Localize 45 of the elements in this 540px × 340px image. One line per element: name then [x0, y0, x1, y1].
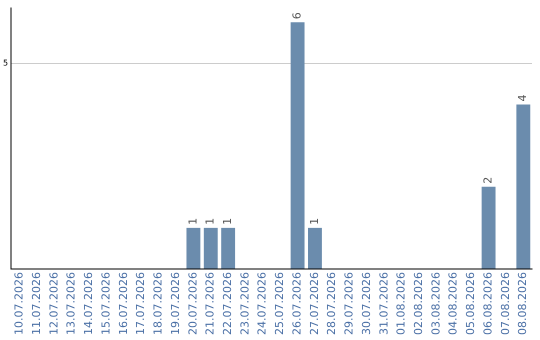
data-label: 6: [290, 12, 304, 20]
x-tick-label: 02.08.2026: [412, 272, 425, 336]
x-tick-label: 20.07.2026: [186, 272, 200, 336]
x-tick-label: 22.07.2026: [220, 272, 234, 336]
x-tick-label: 11.07.2026: [30, 272, 43, 336]
data-label: 1: [308, 218, 321, 225]
x-tick-label: 24.07.2026: [256, 272, 269, 336]
x-tick-label: 03.08.2026: [429, 272, 442, 336]
data-label: 2: [481, 176, 494, 184]
x-tick-label: 14.07.2026: [82, 272, 96, 336]
x-tick-label: 27.07.2026: [308, 272, 321, 336]
data-label: 1: [204, 218, 217, 225]
x-tick-label: 08.08.2026: [516, 272, 530, 336]
bar: [516, 104, 530, 269]
x-tick-label: 05.08.2026: [464, 272, 478, 336]
x-tick-label: 31.07.2026: [377, 272, 390, 336]
x-tick-label: 19.07.2026: [168, 272, 182, 336]
x-tick-label: 10.07.2026: [12, 272, 26, 336]
bar: [290, 22, 305, 269]
x-tick-label: 13.07.2026: [64, 272, 78, 336]
x-tick-label: 18.07.2026: [152, 272, 165, 336]
x-tick-label: 06.08.2026: [481, 272, 494, 336]
x-tick-label: 25.07.2026: [273, 272, 286, 336]
bar: [221, 228, 236, 269]
x-tick-label: 30.07.2026: [360, 272, 373, 336]
x-tick-label: 21.07.2026: [204, 272, 217, 336]
x-tick-label: 17.07.2026: [134, 272, 148, 336]
x-tick-label: 16.07.2026: [116, 272, 130, 336]
x-tick-label: 26.07.2026: [290, 272, 304, 336]
bar: [308, 228, 322, 269]
x-tick-label: 15.07.2026: [99, 272, 112, 336]
x-tick-label: 29.07.2026: [342, 272, 356, 336]
x-tick-label: 12.07.2026: [47, 272, 60, 336]
bar: [204, 228, 218, 269]
data-label: 1: [186, 218, 200, 225]
x-tick-label: 01.08.2026: [394, 272, 408, 336]
x-tick-label: 04.08.2026: [446, 272, 460, 336]
y-tick-label: 5: [2, 58, 8, 68]
data-label: 4: [516, 94, 530, 102]
bar: [186, 228, 200, 269]
data-label: 1: [220, 218, 234, 225]
bar: [482, 186, 496, 269]
x-tick-label: 28.07.2026: [325, 272, 338, 336]
x-tick-label: 23.07.2026: [238, 272, 252, 336]
x-tick-label: 07.08.2026: [498, 272, 512, 336]
